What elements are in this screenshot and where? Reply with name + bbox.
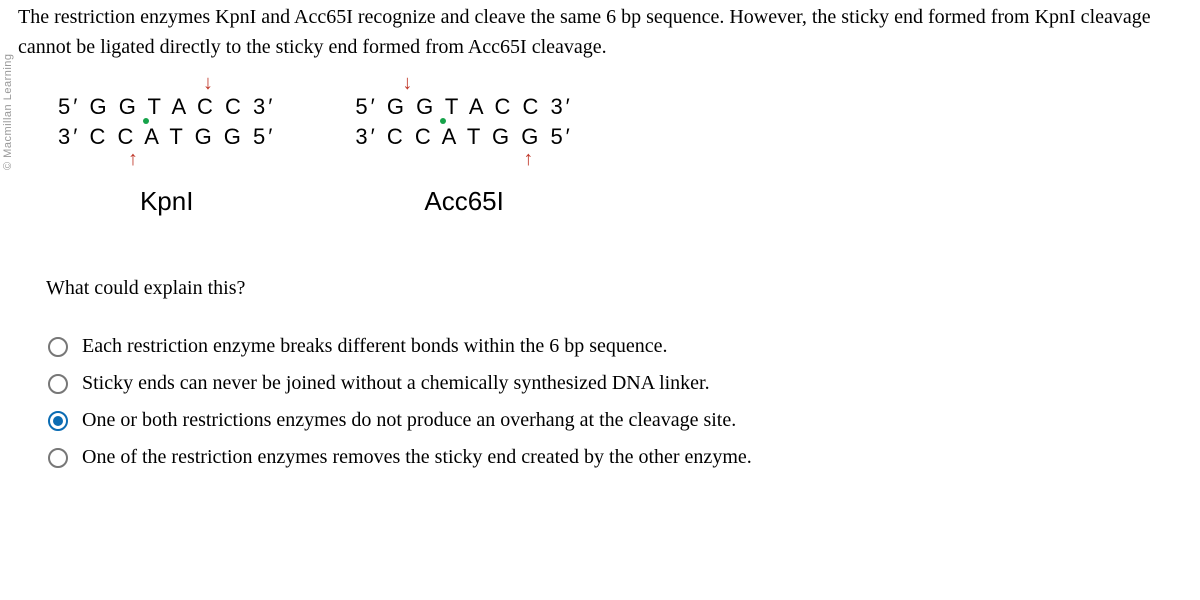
option-text: Each restriction enzyme breaks different… bbox=[82, 335, 668, 358]
option-row[interactable]: Sticky ends can never be joined without … bbox=[48, 372, 1200, 395]
enzyme-diagrams: ↓ 5′ G G T A C C 3′ 3′ C C A T G G 5′ ↑ … bbox=[58, 92, 1200, 217]
options-list: Each restriction enzyme breaks different… bbox=[48, 335, 1200, 469]
cut-arrow-down-icon: ↓ bbox=[203, 70, 216, 97]
sequence-kpni: ↓ 5′ G G T A C C 3′ 3′ C C A T G G 5′ ↑ bbox=[58, 92, 275, 151]
option-row[interactable]: One of the restriction enzymes removes t… bbox=[48, 446, 1200, 469]
top-strand: 5′ G G T A C C 3′ bbox=[355, 92, 572, 122]
top-strand: 5′ G G T A C C 3′ bbox=[58, 92, 275, 122]
option-text: One or both restrictions enzymes do not … bbox=[82, 409, 736, 432]
sub-question: What could explain this? bbox=[46, 277, 1200, 300]
radio-button[interactable] bbox=[48, 374, 68, 394]
dot-icon bbox=[143, 118, 149, 124]
enzyme-name-acc65i: Acc65I bbox=[424, 186, 504, 217]
option-row[interactable]: One or both restrictions enzymes do not … bbox=[48, 409, 1200, 432]
sequence-acc65i: ↓ 5′ G G T A C C 3′ 3′ C C A T G G 5′ ↑ bbox=[355, 92, 572, 151]
radio-button[interactable] bbox=[48, 337, 68, 357]
enzyme-block-kpni: ↓ 5′ G G T A C C 3′ 3′ C C A T G G 5′ ↑ … bbox=[58, 92, 275, 217]
question-text: The restriction enzymes KpnI and Acc65I … bbox=[18, 2, 1200, 62]
option-row[interactable]: Each restriction enzyme breaks different… bbox=[48, 335, 1200, 358]
option-text: Sticky ends can never be joined without … bbox=[82, 372, 710, 395]
option-text: One of the restriction enzymes removes t… bbox=[82, 446, 752, 469]
radio-button[interactable] bbox=[48, 448, 68, 468]
cut-arrow-up-icon: ↑ bbox=[523, 146, 536, 173]
copyright-watermark: © Macmillan Learning bbox=[2, 53, 14, 170]
enzyme-name-kpni: KpnI bbox=[140, 186, 194, 217]
bottom-strand: 3′ C C A T G G 5′ bbox=[355, 122, 572, 152]
cut-arrow-down-icon: ↓ bbox=[402, 70, 415, 97]
radio-button[interactable] bbox=[48, 411, 68, 431]
content-area: The restriction enzymes KpnI and Acc65I … bbox=[0, 0, 1200, 469]
bottom-strand: 3′ C C A T G G 5′ bbox=[58, 122, 275, 152]
enzyme-block-acc65i: ↓ 5′ G G T A C C 3′ 3′ C C A T G G 5′ ↑ … bbox=[355, 92, 572, 217]
cut-arrow-up-icon: ↑ bbox=[128, 146, 141, 173]
